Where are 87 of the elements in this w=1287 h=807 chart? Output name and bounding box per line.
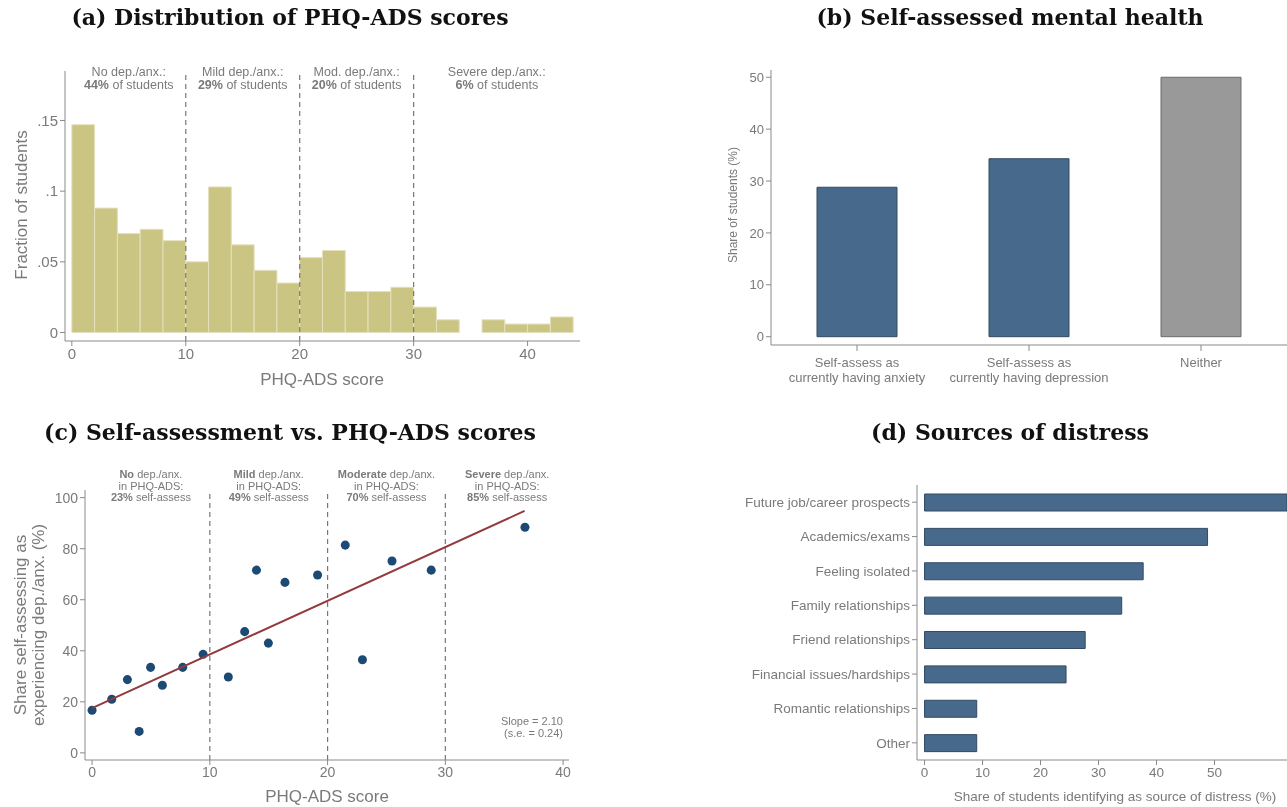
y-tick-label: 0 bbox=[70, 744, 79, 761]
x-tick-label: 10 bbox=[202, 763, 218, 780]
annotation: Mild dep./anx. in PHQ-ADS: 49% self-assess bbox=[228, 468, 309, 504]
x-tick-label: 30 bbox=[1091, 764, 1107, 780]
y-tick-label: 0 bbox=[49, 323, 58, 341]
y-tick-label: 80 bbox=[62, 540, 79, 557]
bar bbox=[924, 562, 1144, 581]
y-tick-label: Academics/exams bbox=[800, 529, 911, 545]
y-tick-label: Friend relationships bbox=[792, 632, 911, 648]
bar bbox=[924, 734, 978, 753]
x-tick-label: 40 bbox=[555, 763, 572, 780]
bar bbox=[816, 186, 898, 338]
x-tick-label: 20 bbox=[291, 344, 309, 362]
x-axis-title: PHQ-ADS score bbox=[260, 370, 384, 389]
y-tick-label: Other bbox=[876, 735, 911, 751]
point bbox=[157, 680, 167, 690]
y-axis-title: Share of students (%) bbox=[725, 146, 740, 264]
x-tick-label: 0 bbox=[88, 763, 97, 780]
chart-title: (a) Distribution of PHQ-ADS scores bbox=[71, 4, 509, 30]
y-tick-label: 0 bbox=[756, 329, 764, 345]
y-tick-label: Financial issues/hardships bbox=[751, 666, 911, 682]
bar bbox=[1160, 76, 1242, 338]
y-tick-label: .1 bbox=[45, 182, 58, 200]
y-tick-label: 100 bbox=[54, 489, 79, 506]
annotation: Moderate dep./anx. in PHQ-ADS: 70% self-assess bbox=[337, 468, 436, 504]
x-tick-label: 0 bbox=[920, 764, 929, 780]
x-tick-label: 30 bbox=[437, 763, 454, 780]
y-tick-label: Romantic relationships bbox=[773, 701, 911, 717]
bar bbox=[924, 527, 1209, 546]
y-tick-label: 10 bbox=[749, 277, 764, 293]
x-tick-label: 30 bbox=[405, 344, 422, 362]
point bbox=[387, 556, 397, 566]
point bbox=[134, 726, 144, 736]
chart-title: (d) Sources of distress bbox=[871, 419, 1149, 445]
x-tick-label: Neither bbox=[1180, 355, 1223, 370]
point bbox=[520, 522, 530, 532]
annotation: Mild dep./anx.: 29% of students bbox=[197, 65, 288, 93]
x-tick-label: 50 bbox=[1206, 764, 1223, 780]
point bbox=[240, 627, 250, 637]
x-tick-label: 10 bbox=[177, 344, 195, 362]
bar bbox=[924, 631, 1086, 649]
point bbox=[340, 540, 350, 550]
chart-title: (c) Self-assessment vs. PHQ-ADS scores bbox=[44, 419, 536, 445]
y-tick-label: 20 bbox=[62, 693, 79, 710]
annotation: No dep./anx.: 44% of students bbox=[83, 65, 174, 93]
y-tick-label: .05 bbox=[37, 253, 58, 271]
annotation: Severe dep./anx.: 6% of students bbox=[447, 65, 546, 93]
y-axis-title: Share self-assessing as experiencing dep./anx. (%) bbox=[11, 523, 48, 727]
y-tick-label: 40 bbox=[749, 121, 764, 137]
point bbox=[313, 570, 323, 580]
y-tick-label: 20 bbox=[749, 225, 764, 241]
annotation: No dep./anx. in PHQ-ADS: 23% self-assess bbox=[110, 468, 191, 504]
point bbox=[357, 655, 367, 665]
y-axis-title: Fraction of students bbox=[12, 130, 32, 280]
point bbox=[426, 565, 436, 575]
point bbox=[251, 565, 261, 575]
y-tick-label: 30 bbox=[749, 173, 764, 189]
y-tick-label: Feeling isolated bbox=[815, 563, 910, 579]
y-tick-label: 50 bbox=[749, 69, 764, 85]
point bbox=[146, 662, 156, 672]
annotation: Slope = 2.10 (s.e. = 0.24) bbox=[500, 715, 563, 739]
x-tick-label: 20 bbox=[1033, 764, 1049, 780]
y-tick-label: Future job/career prospects bbox=[744, 494, 911, 510]
x-tick-label: 10 bbox=[975, 764, 991, 780]
y-tick-label: Family relationships bbox=[790, 598, 911, 614]
annotation: Severe dep./anx. in PHQ-ADS: 85% self-assess bbox=[464, 468, 550, 504]
bar bbox=[988, 158, 1070, 338]
y-tick-label: 40 bbox=[62, 642, 79, 659]
annotation: Mod. dep./anx.: 20% of students bbox=[311, 65, 402, 93]
bar bbox=[924, 665, 1067, 684]
x-tick-label: Self-assess as currently having depression bbox=[949, 355, 1109, 385]
x-axis-title: Share of students identifying as source of distress (%) bbox=[953, 788, 1277, 804]
bar bbox=[924, 699, 978, 718]
point bbox=[223, 672, 233, 682]
y-tick-label: .15 bbox=[37, 111, 58, 129]
x-axis-title: PHQ-ADS score bbox=[265, 787, 389, 806]
x-tick-label: 40 bbox=[1149, 764, 1165, 780]
bar bbox=[924, 596, 1123, 615]
bar bbox=[924, 493, 1287, 512]
y-tick-label: 60 bbox=[62, 591, 79, 608]
point bbox=[263, 638, 273, 648]
chart-title: (b) Self-assessed mental health bbox=[816, 4, 1204, 30]
point bbox=[122, 675, 132, 685]
point bbox=[280, 577, 290, 587]
x-tick-label: 20 bbox=[319, 763, 336, 780]
x-tick-label: 40 bbox=[519, 344, 536, 362]
x-tick-label: Self-assess as currently having anxiety bbox=[788, 355, 926, 385]
